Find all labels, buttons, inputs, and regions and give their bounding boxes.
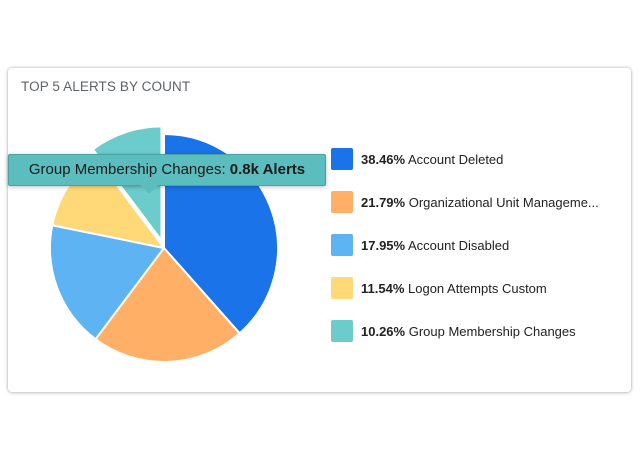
tooltip-label: Group Membership Changes: xyxy=(28,161,230,178)
legend-item-group-membership[interactable]: 10.26% Group Membership Changes xyxy=(331,320,599,342)
chart-legend: 38.46% Account Deleted 21.79% Organizati… xyxy=(331,148,599,342)
slice-account-disabled[interactable] xyxy=(49,224,165,341)
legend-swatch xyxy=(331,191,353,213)
legend-text: 10.26% Group Membership Changes xyxy=(361,324,576,339)
legend-label: Account Disabled xyxy=(408,237,510,253)
legend-label: Account Deleted xyxy=(408,151,504,167)
legend-text: 21.79% Organizational Unit Manageme... xyxy=(361,195,599,210)
legend-item-logon-attempts[interactable]: 11.54% Logon Attempts Custom xyxy=(331,277,599,299)
legend-item-account-disabled[interactable]: 17.95% Account Disabled xyxy=(331,234,599,256)
slice-tooltip: Group Membership Changes: 0.8k Alerts xyxy=(8,154,326,186)
legend-swatch xyxy=(331,148,353,170)
legend-percent: 11.54% xyxy=(361,280,405,296)
tooltip-value: 0.8k Alerts xyxy=(229,161,306,178)
legend-percent: 17.95% xyxy=(361,237,406,253)
legend-item-organizational-unit[interactable]: 21.79% Organizational Unit Manageme... xyxy=(331,191,599,213)
legend-label: Organizational Unit Manageme... xyxy=(408,194,599,210)
legend-swatch xyxy=(331,320,353,342)
legend-text: 17.95% Account Disabled xyxy=(361,238,509,253)
tooltip-arrow xyxy=(140,185,158,194)
legend-label: Group Membership Changes xyxy=(408,323,576,339)
legend-item-account-deleted[interactable]: 38.46% Account Deleted xyxy=(331,148,599,170)
legend-text: 38.46% Account Deleted xyxy=(361,152,503,167)
legend-percent: 38.46% xyxy=(361,151,406,167)
alerts-card: TOP 5 ALERTS BY COUNT 38.46% Account Del… xyxy=(8,68,631,392)
legend-label: Logon Attempts Custom xyxy=(408,280,547,296)
legend-percent: 21.79% xyxy=(361,194,406,210)
legend-swatch xyxy=(331,234,353,256)
legend-text: 11.54% Logon Attempts Custom xyxy=(361,281,547,296)
legend-percent: 10.26% xyxy=(361,323,406,339)
slice-organizational-unit[interactable] xyxy=(94,247,241,363)
legend-swatch xyxy=(331,277,353,299)
card-title: TOP 5 ALERTS BY COUNT xyxy=(21,79,191,94)
